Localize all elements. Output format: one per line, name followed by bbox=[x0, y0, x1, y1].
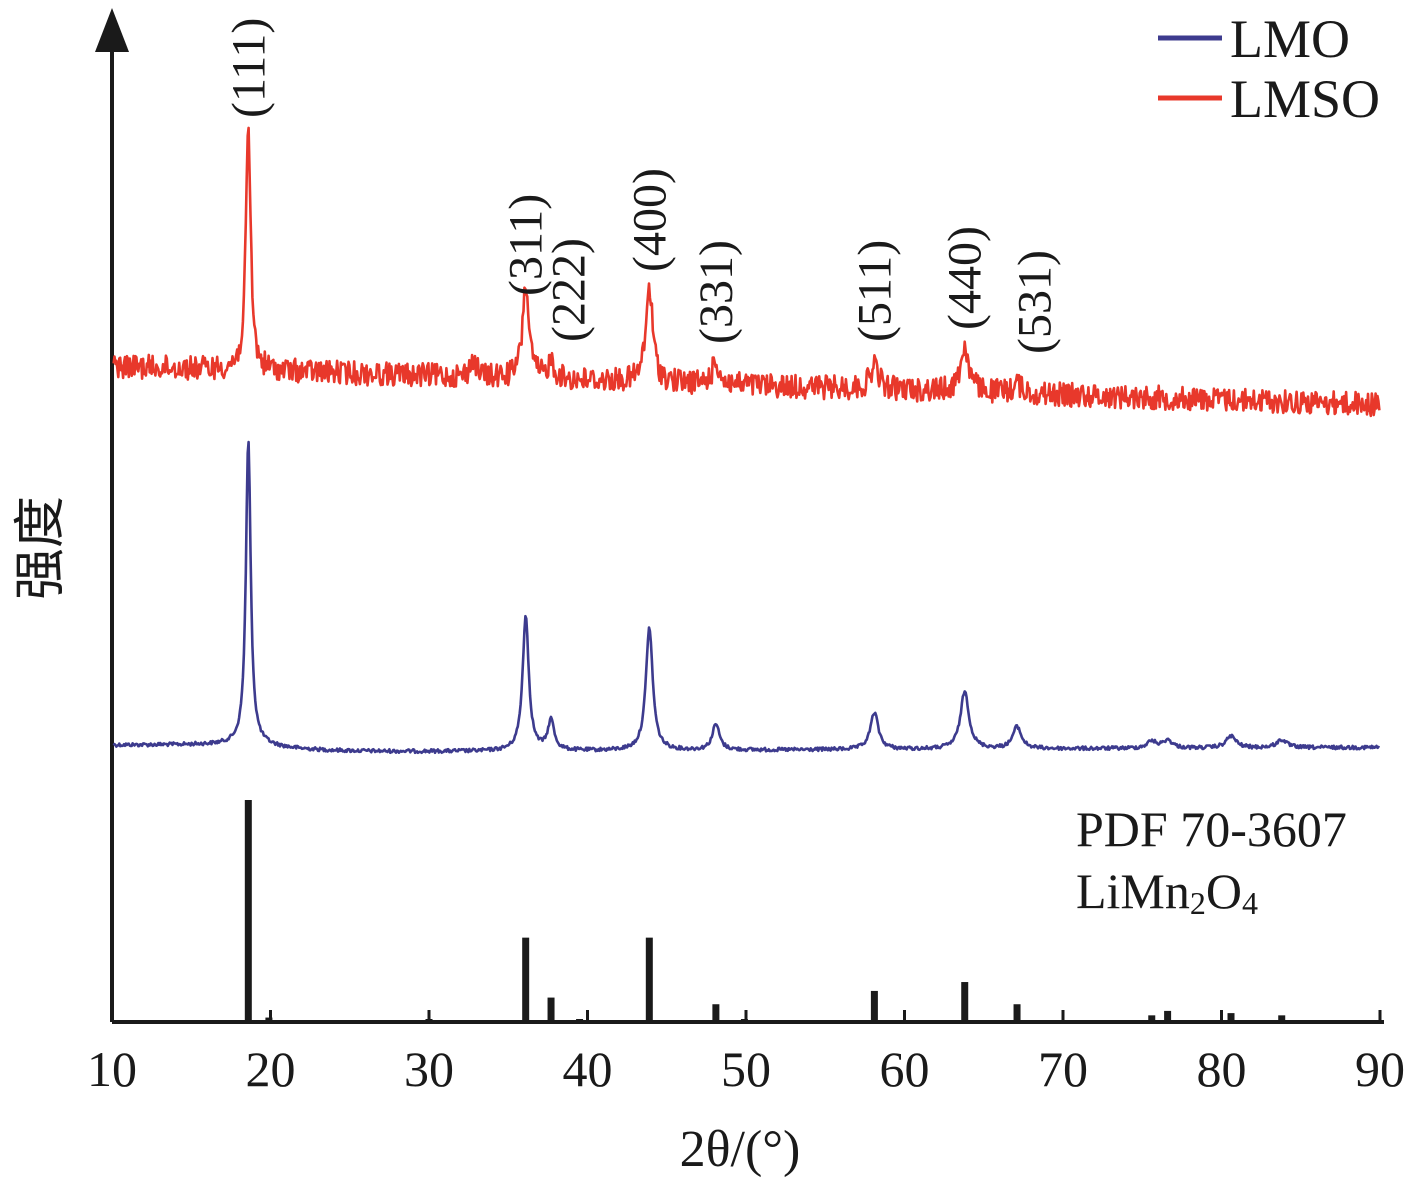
reference-peak-bar bbox=[425, 1019, 433, 1022]
reference-peak-bar bbox=[1013, 1004, 1021, 1022]
peak-label: (511) bbox=[848, 240, 901, 342]
y-axis-title: 强度 bbox=[13, 496, 70, 600]
x-tick-label: 90 bbox=[1355, 1041, 1405, 1097]
x-tick-label: 40 bbox=[563, 1041, 613, 1097]
series-line-lmo bbox=[112, 440, 1381, 755]
reference-formula: LiMn2O4 bbox=[1076, 863, 1258, 921]
peak-label: (111) bbox=[222, 18, 275, 118]
series-line-lmso bbox=[112, 126, 1381, 418]
reference-peak-bar bbox=[576, 1019, 584, 1022]
reference-peak-bar bbox=[522, 937, 530, 1022]
reference-peak-bar bbox=[1164, 1010, 1172, 1022]
series bbox=[112, 126, 1381, 755]
reference-peak-bar bbox=[547, 997, 555, 1022]
axes: 10 20 30 40 50 60 70 80 90 bbox=[87, 8, 1405, 1097]
x-tick-label: 10 bbox=[87, 1041, 137, 1097]
x-tick-label: 60 bbox=[880, 1041, 930, 1097]
peak-label: (400) bbox=[623, 168, 676, 272]
reference-peak-bar bbox=[740, 1019, 748, 1022]
peak-label: (222) bbox=[543, 238, 596, 342]
reference-peak-bar bbox=[265, 1017, 273, 1022]
reference-peak-bar bbox=[1148, 1015, 1156, 1022]
legend-label-lmso: LMSO bbox=[1230, 69, 1380, 129]
peak-labels: (111) (311)(222) (400) (331) (511) (440) (531) bbox=[222, 18, 1061, 354]
reference-peak-bar bbox=[712, 1004, 720, 1022]
reference-peak-bar bbox=[1227, 1013, 1235, 1022]
y-axis-arrow-icon bbox=[95, 8, 129, 52]
reference-peak-bar bbox=[1278, 1015, 1286, 1022]
reference-peak-bar bbox=[870, 990, 878, 1022]
x-tick-label: 20 bbox=[246, 1041, 296, 1097]
x-axis-title: 2θ/(°) bbox=[680, 1121, 801, 1178]
peak-label: (440) bbox=[939, 226, 992, 330]
peak-label: (531) bbox=[1009, 250, 1062, 354]
peak-label: (331) bbox=[690, 240, 743, 344]
legend-label-lmo: LMO bbox=[1230, 9, 1350, 69]
peak-label: (311) bbox=[500, 194, 553, 296]
x-tick-label: 70 bbox=[1038, 1041, 1088, 1097]
reference-peak-bar bbox=[645, 937, 653, 1022]
reference-peak-bar bbox=[961, 982, 969, 1022]
x-tick-label: 50 bbox=[721, 1041, 771, 1097]
x-tick-label: 30 bbox=[404, 1041, 454, 1097]
x-tick-label: 80 bbox=[1197, 1041, 1247, 1097]
reference-peak-bar bbox=[244, 800, 252, 1022]
reference-label: PDF 70-3607 bbox=[1076, 801, 1347, 857]
x-ticks: 10 20 30 40 50 60 70 80 90 bbox=[87, 1010, 1405, 1097]
reference-pattern bbox=[244, 800, 1286, 1022]
